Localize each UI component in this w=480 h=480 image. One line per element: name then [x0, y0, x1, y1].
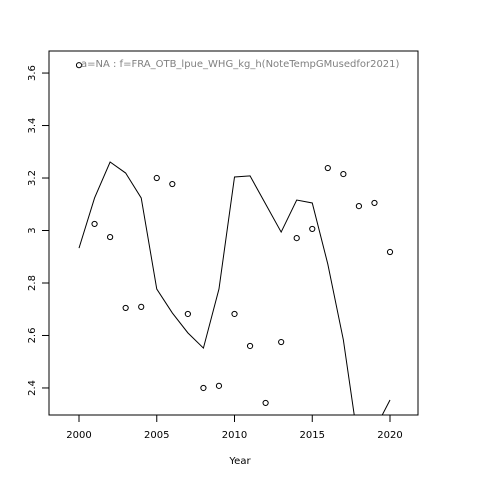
data-point [340, 170, 347, 178]
x-tick-label: 2015 [300, 430, 325, 441]
plot-area [75, 62, 394, 415]
y-tick-label: 2.6 [27, 328, 38, 344]
data-point [184, 310, 191, 318]
data-point [278, 338, 285, 346]
x-tick-label: 2020 [377, 430, 402, 441]
data-point [153, 174, 160, 182]
y-tick-label: 3 [27, 227, 38, 233]
data-point [386, 248, 394, 256]
y-tick-label: 2.4 [27, 380, 38, 396]
data-point [309, 225, 316, 233]
data-point [91, 220, 98, 228]
data-point [371, 199, 378, 207]
data-point [122, 304, 129, 312]
data-point [215, 382, 223, 389]
plot-frame [48, 50, 419, 416]
data-point [293, 235, 300, 242]
data-point [262, 399, 269, 407]
x-tick-label: 2005 [144, 430, 169, 441]
annotation: a=NA : f=FRA_OTB_lpue_WHG_kg_h(NoteTempG… [81, 59, 400, 70]
data-point [246, 342, 254, 350]
data-point [169, 180, 176, 188]
x-axis-label: Year [228, 456, 251, 467]
x-tick-label: 2010 [222, 430, 247, 441]
line-series [78, 161, 391, 415]
data-point [75, 62, 83, 69]
y-tick-label: 3.2 [27, 170, 38, 186]
data-point [107, 233, 114, 241]
data-point [355, 203, 363, 210]
data-point [138, 303, 145, 310]
y-tick-label: 3.6 [27, 65, 38, 81]
y-tick-label: 3.4 [27, 118, 38, 134]
data-point [200, 384, 207, 392]
data-point [324, 164, 331, 172]
x-tick-label: 2000 [66, 430, 91, 441]
data-point [231, 310, 238, 318]
y-tick-label: 2.8 [27, 275, 38, 291]
